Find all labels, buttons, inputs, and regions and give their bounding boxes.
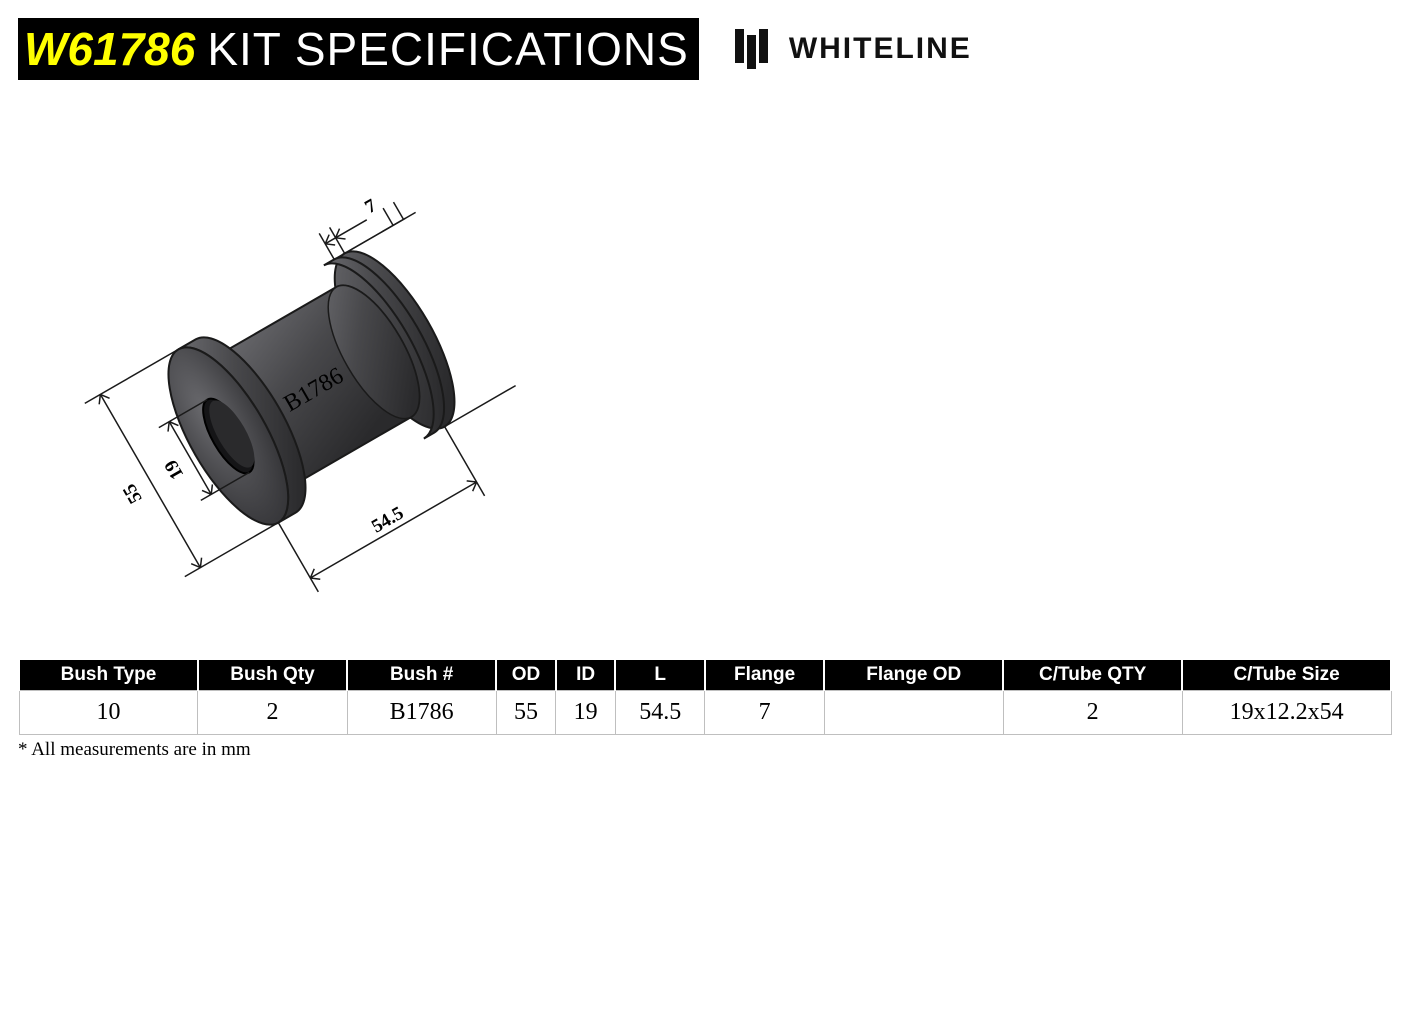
spec-th: L <box>615 660 704 691</box>
spec-tbody: 102B1786551954.57219x12.2x54 <box>19 691 1391 735</box>
spec-th: C/Tube Size <box>1182 660 1391 691</box>
product-code: W61786 <box>24 22 195 76</box>
title-bar: W61786 KIT SPECIFICATIONS <box>18 18 699 80</box>
spec-cell: 19 <box>556 691 616 735</box>
spec-th: Bush Type <box>19 660 198 691</box>
spec-th: Bush Qty <box>198 660 347 691</box>
spec-cell: 7 <box>705 691 824 735</box>
spec-cell <box>824 691 1003 735</box>
dim-flange-label: 7 <box>361 195 380 218</box>
spec-cell: B1786 <box>347 691 496 735</box>
brand-name: WHITELINE <box>789 32 972 66</box>
spec-table: Bush TypeBush QtyBush #ODIDLFlangeFlange… <box>18 660 1392 735</box>
spec-cell: 54.5 <box>615 691 704 735</box>
spec-cell: 2 <box>1003 691 1182 735</box>
spec-cell: 19x12.2x54 <box>1182 691 1391 735</box>
dim-od-label: 55 <box>119 480 147 507</box>
brand-bars-icon <box>727 25 775 73</box>
spec-th: ID <box>556 660 616 691</box>
spec-th: Flange OD <box>824 660 1003 691</box>
spec-th: C/Tube QTY <box>1003 660 1182 691</box>
table-row: 102B1786551954.57219x12.2x54 <box>19 691 1391 735</box>
footnote: * All measurements are in mm <box>18 739 1392 761</box>
bushing-diagram: B1786 55 19 <box>48 140 568 600</box>
spec-cell: 2 <box>198 691 347 735</box>
brand-logo: WHITELINE <box>727 25 972 73</box>
dim-id-label: 19 <box>160 456 188 483</box>
spec-cell: 10 <box>19 691 198 735</box>
spec-thead: Bush TypeBush QtyBush #ODIDLFlangeFlange… <box>19 660 1391 691</box>
spec-cell: 55 <box>496 691 556 735</box>
header: W61786 KIT SPECIFICATIONS WHITELINE <box>18 18 1392 80</box>
spec-th: OD <box>496 660 556 691</box>
spec-header-row: Bush TypeBush QtyBush #ODIDLFlangeFlange… <box>19 660 1391 691</box>
dim-length-label: 54.5 <box>368 503 407 538</box>
spec-th: Flange <box>705 660 824 691</box>
title-suffix: KIT SPECIFICATIONS <box>207 22 688 76</box>
spec-th: Bush # <box>347 660 496 691</box>
